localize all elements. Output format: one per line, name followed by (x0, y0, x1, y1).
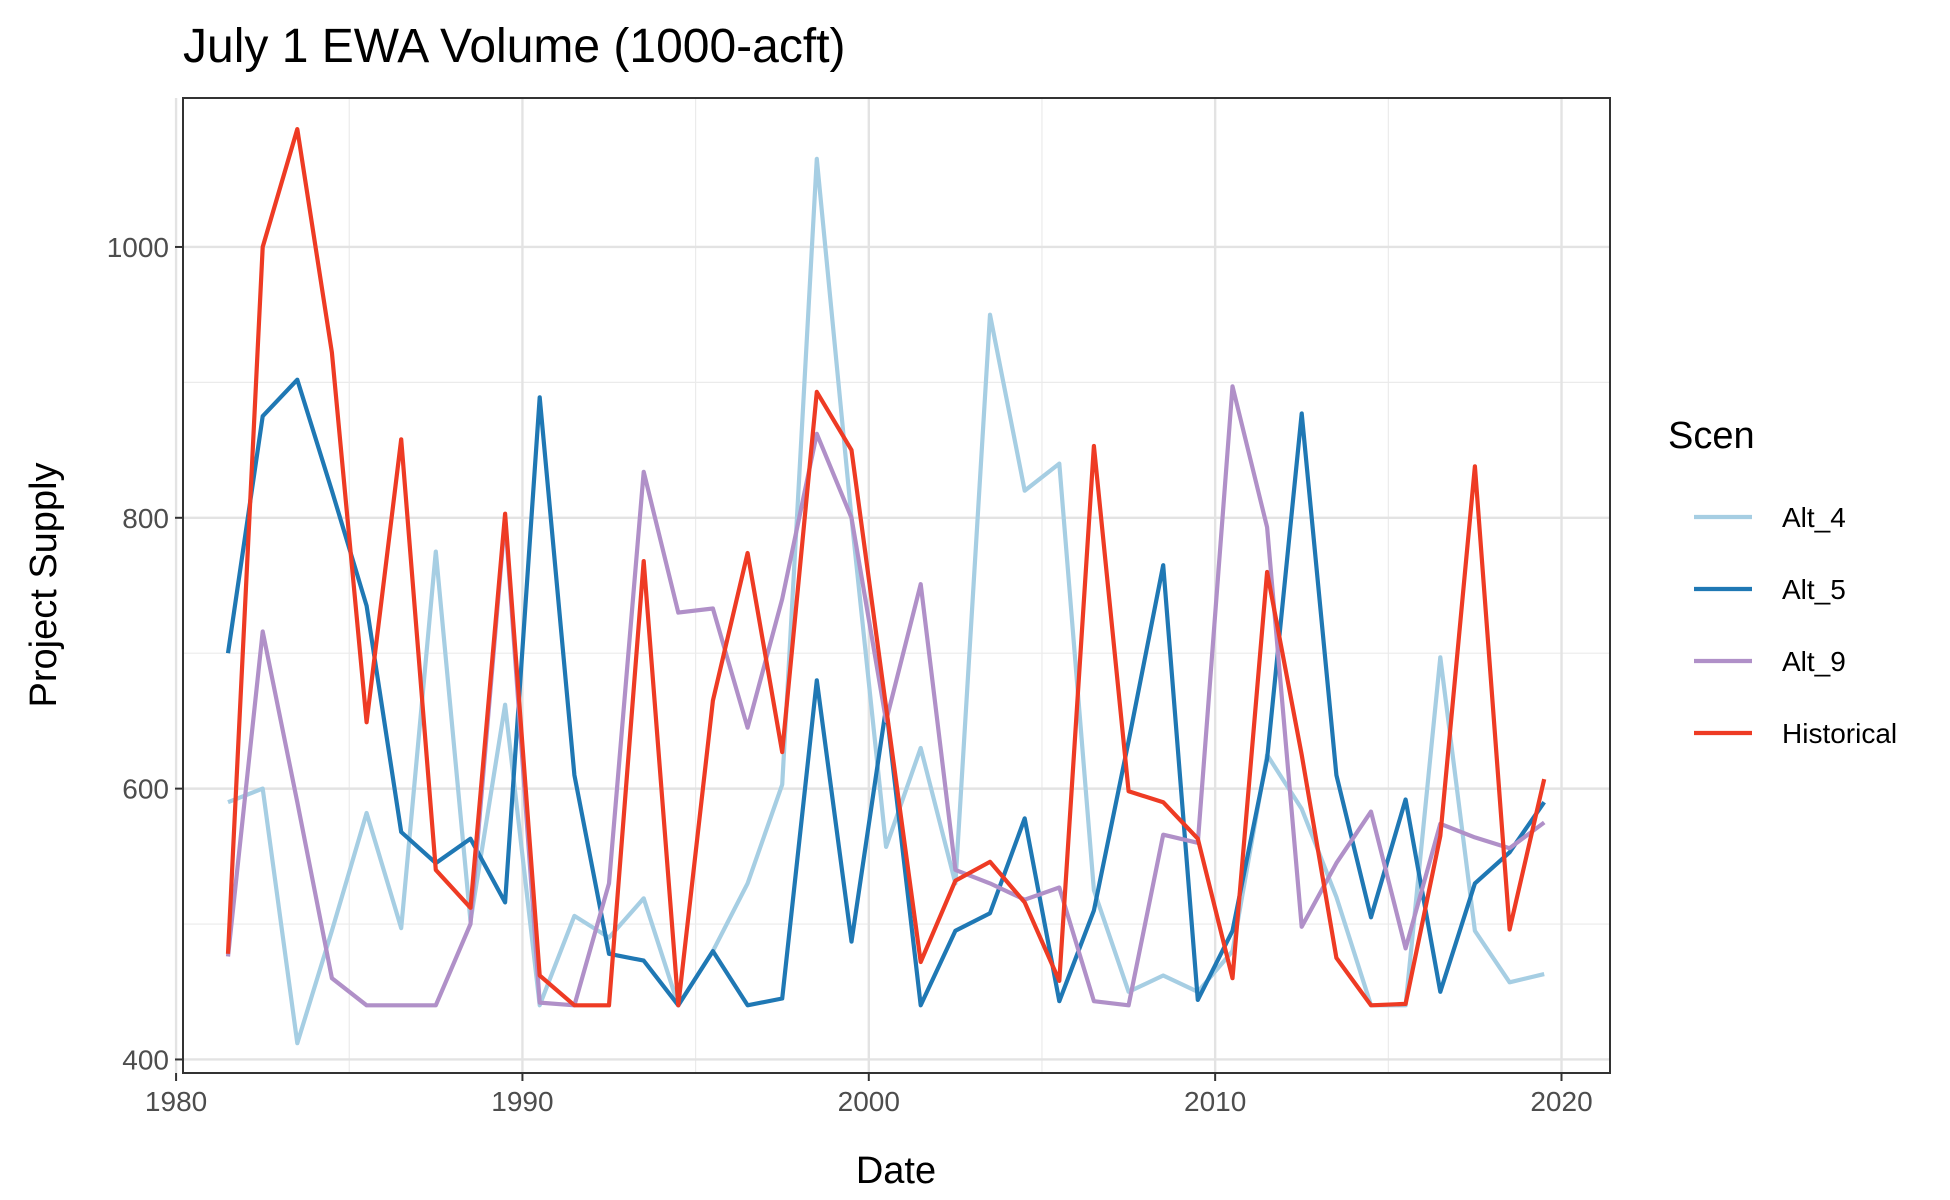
x-tick-label: 1990 (491, 1086, 553, 1117)
legend-label-alt-5: Alt_5 (1782, 574, 1846, 605)
y-tick-label: 600 (122, 774, 169, 805)
legend: Scen Alt_4 Alt_5 Alt_9 Historical (1668, 415, 1897, 749)
series-line-historical (225, 127, 1547, 1008)
series-line-alt-4 (227, 156, 1545, 1046)
axes: 1980 1990 2000 2010 2020 400 600 800 1000 (107, 232, 1593, 1117)
legend-label-alt-4: Alt_4 (1782, 502, 1846, 533)
plot-panel-border (182, 97, 1611, 1074)
x-tick-label: 2000 (838, 1086, 900, 1117)
y-tick-label: 1000 (107, 232, 169, 263)
x-tick-label: 1980 (145, 1086, 207, 1117)
legend-label-historical: Historical (1782, 718, 1897, 749)
y-tick-label: 800 (122, 503, 169, 534)
y-tick-label: 400 (122, 1044, 169, 1075)
legend-label-alt-9: Alt_9 (1782, 646, 1846, 677)
x-tick-label: 2020 (1530, 1086, 1592, 1117)
legend-title: Scen (1668, 415, 1755, 457)
y-axis-title: Project Supply (23, 462, 65, 707)
chart-title: July 1 EWA Volume (1000-acft) (183, 20, 846, 73)
x-axis-title: Date (856, 1150, 936, 1192)
series-lines (225, 127, 1547, 1046)
x-tick-label: 2010 (1184, 1086, 1246, 1117)
